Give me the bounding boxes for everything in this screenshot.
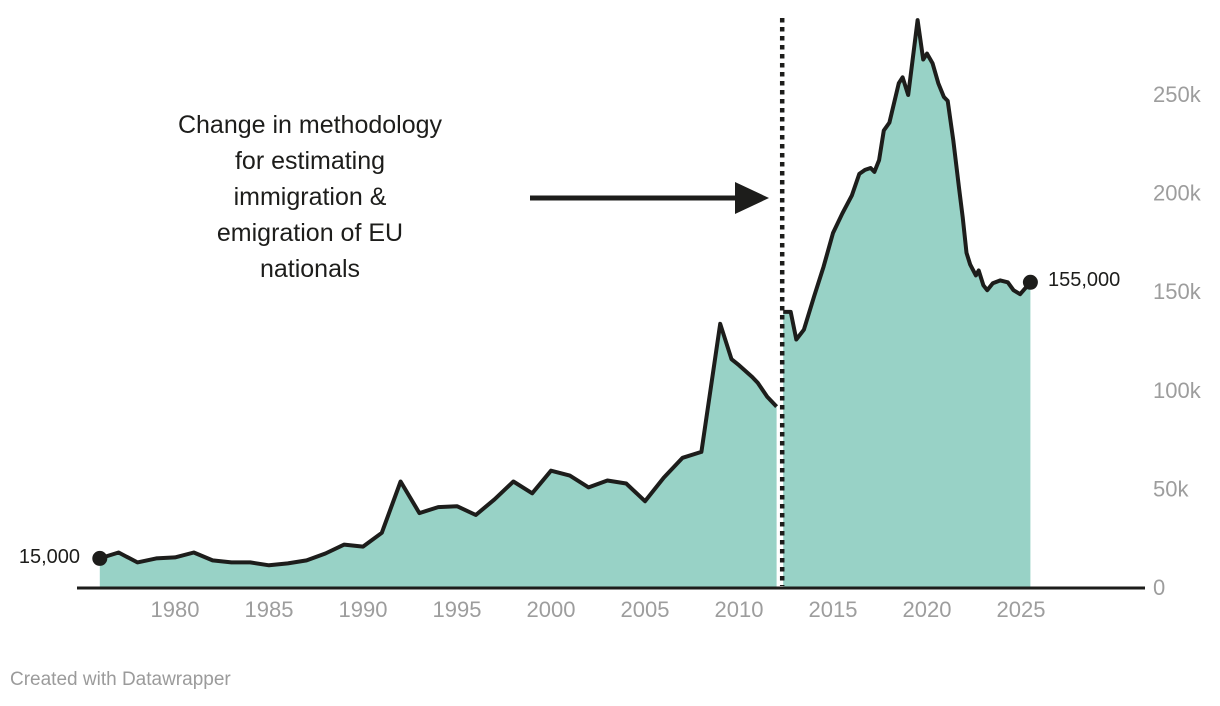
- x-tick-label: 2005: [621, 597, 670, 622]
- footer-credit: Created with Datawrapper: [10, 669, 231, 690]
- annotation-arrow-head: [735, 182, 769, 214]
- y-tick-label: 100k: [1153, 378, 1202, 403]
- area-series-0: [99, 323, 777, 588]
- start-value-label: 15,000: [18, 546, 80, 568]
- end-point-dot: [1022, 274, 1038, 290]
- y-tick-label: 50k: [1153, 476, 1189, 501]
- start-point-dot: [92, 550, 108, 566]
- x-tick-label: 2020: [903, 597, 952, 622]
- y-tick-label: 250k: [1153, 82, 1202, 107]
- x-tick-label: 1995: [433, 597, 482, 622]
- x-tick-label: 1990: [339, 597, 388, 622]
- y-tick-label: 200k: [1153, 181, 1202, 206]
- x-tick-label: 2025: [997, 597, 1046, 622]
- x-tick-label: 1980: [151, 597, 200, 622]
- x-tick-label: 1985: [245, 597, 294, 622]
- line-series-1: [783, 18, 1032, 342]
- x-tick-label: 2000: [527, 597, 576, 622]
- x-tick-label: 2015: [809, 597, 858, 622]
- annotation-text: Change in methodology for estimating imm…: [177, 111, 443, 283]
- y-tick-label: 150k: [1153, 279, 1202, 304]
- y-tick-label: 0: [1153, 575, 1165, 600]
- line-series-0: [99, 321, 779, 568]
- x-tick-label: 2010: [715, 597, 764, 622]
- end-value-label: 155,000: [1048, 269, 1121, 291]
- area-series-1: [783, 20, 1031, 589]
